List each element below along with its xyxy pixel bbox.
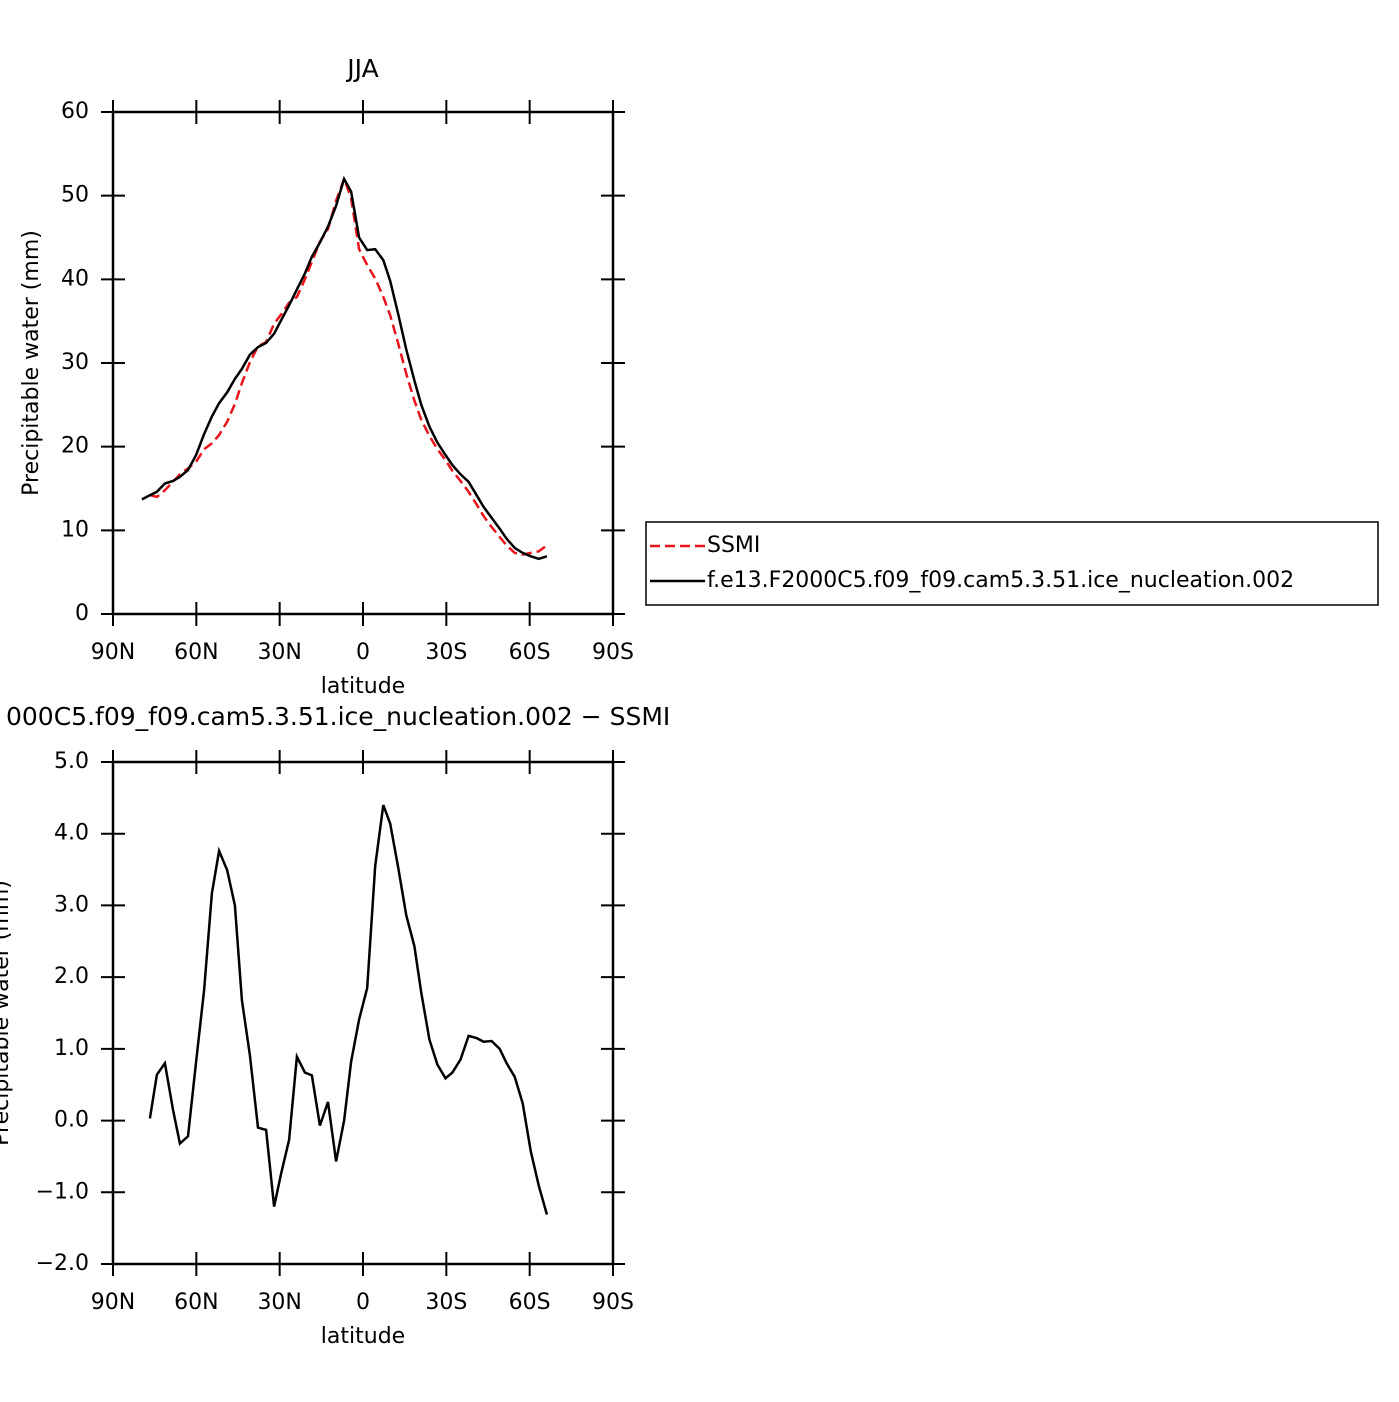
- x-tick-label: 30S: [425, 640, 467, 665]
- x-tick-label: 0: [356, 1290, 370, 1315]
- y-tick-label: −1.0: [36, 1179, 89, 1204]
- y-tick-label: 50: [61, 183, 89, 208]
- x-tick-label: 90S: [592, 1290, 634, 1315]
- y-tick-label: 3.0: [54, 892, 89, 917]
- plot-frame: [111, 760, 615, 1266]
- y-tick-label: 0.0: [54, 1108, 89, 1133]
- x-tick-label: 60N: [174, 640, 218, 665]
- x-tick-label: 90N: [91, 1290, 135, 1315]
- x-axis-label: latitude: [321, 674, 405, 699]
- x-axis-label: latitude: [321, 1324, 405, 1349]
- y-tick-label: 1.0: [54, 1036, 89, 1061]
- x-tick-label: 90S: [592, 640, 634, 665]
- y-tick-label: 2.0: [54, 964, 89, 989]
- y-tick-label: 5.0: [54, 749, 89, 774]
- y-axis-label: Precipitable water (mm): [19, 230, 44, 496]
- plot-frame: [111, 110, 615, 616]
- data-line: [148, 804, 549, 1215]
- y-tick-label: 10: [61, 517, 89, 542]
- x-tick-label: 30N: [257, 640, 301, 665]
- y-tick-label: 60: [61, 99, 89, 124]
- data-line: [149, 175, 548, 556]
- chart-title: JJA: [345, 54, 378, 83]
- x-tick-label: 60N: [174, 1290, 218, 1315]
- x-tick-label: 30S: [425, 1290, 467, 1315]
- y-axis-label: Precipitable water (mm): [0, 880, 14, 1146]
- legend-label: SSMI: [707, 533, 760, 558]
- x-tick-label: 60S: [509, 640, 551, 665]
- x-tick-label: 30N: [257, 1290, 301, 1315]
- x-tick-label: 60S: [509, 1290, 551, 1315]
- y-tick-label: 0: [75, 601, 89, 626]
- y-tick-label: 4.0: [54, 821, 89, 846]
- y-tick-label: 20: [61, 434, 89, 459]
- x-tick-label: 90N: [91, 640, 135, 665]
- chart-title: 000C5.f09_f09.cam5.3.51.ice_nucleation.0…: [6, 702, 670, 731]
- x-tick-label: 0: [356, 640, 370, 665]
- y-tick-label: 40: [61, 266, 89, 291]
- y-tick-label: 30: [61, 350, 89, 375]
- data-line: [141, 175, 548, 561]
- y-tick-label: −2.0: [36, 1251, 89, 1276]
- legend-label: f.e13.F2000C5.f09_f09.cam5.3.51.ice_nucl…: [707, 568, 1294, 593]
- legend-box: [645, 521, 1379, 606]
